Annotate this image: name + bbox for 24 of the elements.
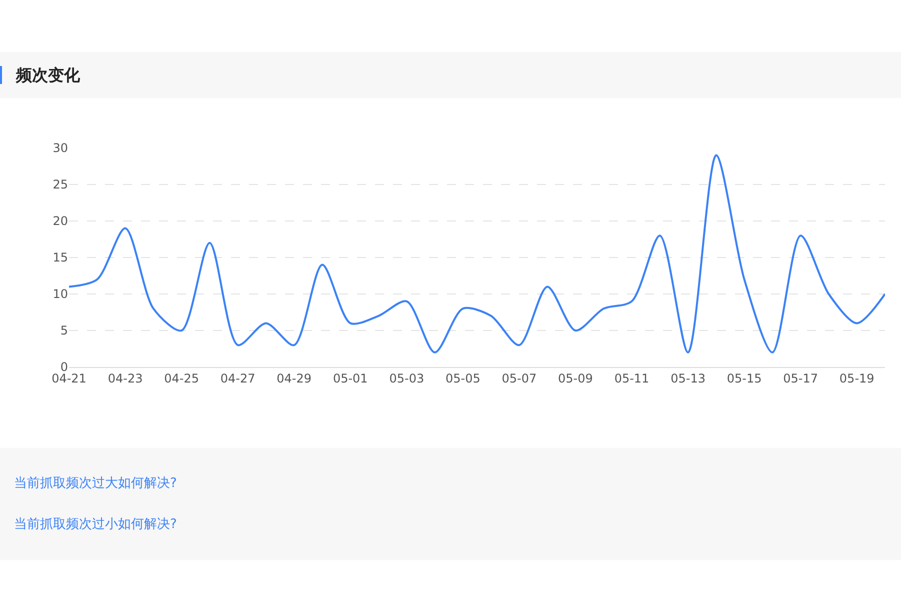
x-tick-label: 05-15 bbox=[726, 371, 762, 386]
y-tick-label: 20 bbox=[52, 214, 68, 228]
y-tick-label: 10 bbox=[52, 287, 68, 302]
x-tick-label: 05-17 bbox=[783, 371, 818, 386]
x-tick-label: 05-13 bbox=[670, 371, 706, 386]
chart-title: 频次变化 bbox=[15, 66, 81, 85]
x-tick-label: 04-27 bbox=[220, 371, 256, 386]
y-tick-label: 5 bbox=[60, 324, 68, 338]
text: 当前抓取频次过大如何解决? bbox=[14, 476, 177, 491]
x-tick-label: 05-09 bbox=[558, 371, 593, 386]
x-tick-label: 04-23 bbox=[108, 371, 143, 386]
x-tick-label: 05-03 bbox=[389, 371, 424, 386]
x-tick-label: 05-07 bbox=[502, 371, 537, 386]
y-tick-label: 25 bbox=[52, 178, 68, 192]
x-tick-label: 04-25 bbox=[164, 371, 199, 386]
x-tick-label: 05-11 bbox=[614, 371, 650, 386]
text: 当前抓取频次过小如何解决? bbox=[14, 517, 177, 532]
y-tick-label: 30 bbox=[52, 141, 68, 156]
x-tick-label: 05-19 bbox=[839, 371, 874, 386]
y-tick-label: 15 bbox=[52, 250, 68, 265]
x-tick-label: 05-05 bbox=[445, 371, 480, 386]
x-tick-label: 04-29 bbox=[276, 371, 312, 386]
x-tick-label: 05-01 bbox=[332, 371, 368, 386]
line-series bbox=[69, 154, 885, 354]
